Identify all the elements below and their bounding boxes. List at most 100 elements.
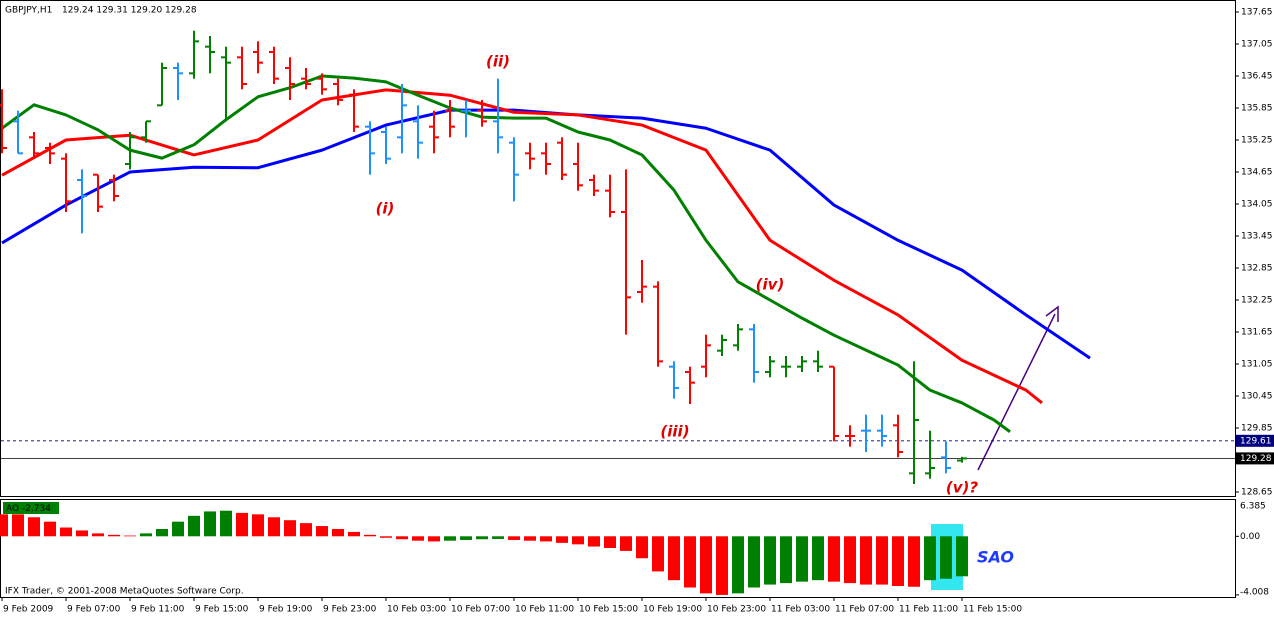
price-bar [77, 169, 87, 234]
price-bar [221, 46, 231, 122]
oscillator-bar [492, 536, 504, 539]
price-bar [45, 142, 55, 164]
price-bar [525, 142, 535, 170]
oscillator-bar [572, 536, 584, 545]
price-bar [349, 89, 359, 132]
y-tick-label: 135.25 [1241, 136, 1273, 146]
y-tick-label: 137.65 [1241, 8, 1273, 18]
price-bar [493, 78, 503, 154]
price-bar [733, 324, 743, 351]
wave-label: (i) [376, 200, 395, 218]
oscillator-bar [284, 520, 296, 537]
price-bar [589, 174, 599, 196]
price-bar [157, 62, 167, 107]
oscillator-bar [236, 512, 248, 537]
oscillator-bar [220, 510, 232, 537]
oscillator-bar [588, 536, 600, 547]
y-tick-label: 134.65 [1241, 168, 1273, 178]
wave-label: (ii) [486, 53, 510, 71]
wave-label: (iv) [756, 276, 785, 294]
y-tick-label: 131.65 [1241, 328, 1273, 338]
y-tick-label: 135.85 [1241, 104, 1273, 114]
oscillator-bar [828, 536, 840, 582]
oscillator-bar [940, 536, 952, 579]
oscillator-bar [28, 517, 40, 537]
x-tick-label: 11 Feb 03:00 [771, 605, 830, 615]
x-tick-label: 11 Feb 15:00 [963, 605, 1022, 615]
oscillator-bar [252, 514, 264, 537]
oscillator-bar [876, 536, 888, 585]
price-bar [877, 414, 887, 447]
oscillator-bar [604, 536, 616, 548]
oscillator-panel [0, 499, 1236, 598]
price-bar [0, 89, 7, 154]
price-bar [925, 430, 935, 479]
oscillator-bar [460, 536, 472, 540]
y-tick-label: 0.00 [1240, 532, 1260, 542]
price-bar [829, 365, 839, 442]
price-bar [845, 425, 855, 447]
price-bar [365, 121, 375, 175]
price-bar [381, 126, 391, 164]
price-bar [333, 78, 343, 106]
oscillator-bar [892, 536, 904, 587]
price-bar [301, 68, 311, 90]
oscillator-bar [124, 535, 136, 537]
price-box-label: 129.61 [1240, 436, 1272, 446]
price-box-label: 129.28 [1240, 454, 1272, 464]
oscillator-bar [396, 536, 408, 540]
oscillator-bar [0, 514, 8, 537]
oscillator-bar [348, 531, 360, 537]
price-bar [637, 260, 647, 303]
y-tick-label: 137.05 [1241, 40, 1273, 50]
oscillator-bar [300, 523, 312, 537]
oscillator-bar [76, 530, 88, 537]
oscillator-bar [476, 536, 488, 540]
y-tick-label: 129.85 [1241, 424, 1273, 434]
price-bar [893, 414, 903, 458]
oscillator-bar [268, 517, 280, 537]
oscillator-bar [860, 536, 872, 585]
indicator-value: -2.734 [22, 504, 51, 514]
price-bar [253, 41, 263, 74]
oscillator-bar [700, 536, 712, 594]
oscillator-bar [316, 526, 328, 537]
price-bar [781, 356, 791, 378]
price-bar [621, 169, 631, 335]
price-bar [653, 281, 663, 367]
oscillator-bar [108, 534, 120, 537]
moving-average-line [1, 88, 1043, 405]
y-tick-label: 132.25 [1241, 296, 1273, 306]
price-bar [557, 137, 567, 180]
oscillator-bar [92, 533, 104, 537]
indicator-name: AO [6, 504, 19, 514]
x-tick-label: 9 Feb 11:00 [131, 605, 185, 615]
oscillator-bar [844, 536, 856, 584]
oscillator-bar [188, 515, 200, 537]
oscillator-bar [652, 536, 664, 572]
oscillator-bar [764, 536, 776, 585]
price-bar [797, 356, 807, 372]
wave-label: (v)? [946, 479, 978, 497]
oscillator-bar [540, 536, 552, 542]
oscillator-bar [44, 521, 56, 537]
oscillator-bar [812, 536, 824, 581]
x-tick-label: 10 Feb 23:00 [707, 605, 766, 615]
y-tick-label: 130.45 [1241, 392, 1273, 402]
price-bar [397, 84, 407, 154]
y-tick-label: 136.45 [1241, 72, 1273, 82]
oscillator-bar [748, 536, 760, 588]
price-bar [285, 57, 295, 100]
x-tick-label: 10 Feb 07:00 [451, 605, 510, 615]
arrow-head [1045, 305, 1059, 322]
oscillator-bar [620, 536, 632, 551]
oscillator-bar [684, 536, 696, 588]
price-bar [861, 414, 871, 452]
price-bar [509, 137, 519, 202]
x-tick-label: 10 Feb 19:00 [643, 605, 702, 615]
price-bar [573, 142, 583, 191]
scale-max-label: 6.385 [1240, 502, 1266, 512]
oscillator-bar [172, 521, 184, 537]
x-tick-label: 9 Feb 15:00 [195, 605, 249, 615]
